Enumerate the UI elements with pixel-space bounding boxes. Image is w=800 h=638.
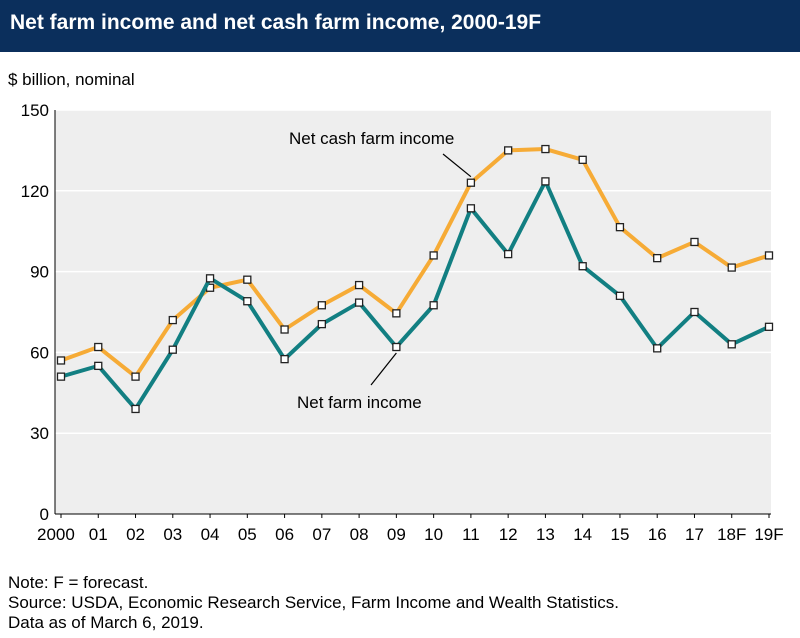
x-tick-label: 17 [685, 525, 704, 544]
data-point-net-cash-farm-income [542, 146, 549, 153]
data-point-net-farm-income [58, 373, 65, 380]
y-tick-label: 150 [21, 101, 49, 120]
data-point-net-farm-income [691, 309, 698, 316]
data-point-net-farm-income [467, 205, 474, 212]
data-point-net-cash-farm-income [616, 224, 623, 231]
annotation-net-farm-income: Net farm income [297, 393, 422, 412]
data-point-net-cash-farm-income [654, 255, 661, 262]
data-point-net-cash-farm-income [132, 373, 139, 380]
x-tick-label: 05 [238, 525, 257, 544]
data-point-net-cash-farm-income [430, 252, 437, 259]
footnotes: Note: F = forecast. Source: USDA, Econom… [8, 573, 619, 633]
y-tick-label: 60 [30, 343, 49, 362]
y-tick-label: 30 [30, 424, 49, 443]
data-point-net-farm-income [766, 323, 773, 330]
data-point-net-cash-farm-income [356, 282, 363, 289]
data-point-net-farm-income [132, 405, 139, 412]
data-point-net-farm-income [430, 302, 437, 309]
footnote-note: Note: F = forecast. [8, 573, 619, 593]
data-point-net-farm-income [616, 292, 623, 299]
annotation-net-cash-farm-income: Net cash farm income [289, 129, 454, 148]
x-tick-label: 15 [610, 525, 629, 544]
x-tick-label: 16 [648, 525, 667, 544]
y-tick-label: 0 [40, 505, 49, 524]
data-point-net-cash-farm-income [766, 252, 773, 259]
x-tick-label: 04 [201, 525, 220, 544]
data-point-net-farm-income [207, 275, 214, 282]
data-point-net-farm-income [505, 251, 512, 258]
data-point-net-farm-income [654, 345, 661, 352]
y-tick-label: 90 [30, 263, 49, 282]
data-point-net-farm-income [728, 341, 735, 348]
x-tick-label: 19F [754, 525, 783, 544]
data-point-net-farm-income [281, 356, 288, 363]
data-point-net-cash-farm-income [467, 179, 474, 186]
data-point-net-cash-farm-income [58, 357, 65, 364]
data-point-net-farm-income [169, 346, 176, 353]
data-point-net-farm-income [542, 178, 549, 185]
data-point-net-farm-income [393, 344, 400, 351]
x-tick-label: 03 [163, 525, 182, 544]
data-point-net-cash-farm-income [728, 264, 735, 271]
data-point-net-cash-farm-income [393, 310, 400, 317]
data-point-net-cash-farm-income [95, 344, 102, 351]
footnote-data-date: Data as of March 6, 2019. [8, 613, 619, 633]
data-point-net-farm-income [579, 263, 586, 270]
x-tick-label: 12 [499, 525, 518, 544]
x-tick-label: 18F [717, 525, 746, 544]
x-tick-label: 08 [350, 525, 369, 544]
x-tick-label: 06 [275, 525, 294, 544]
x-tick-label: 02 [126, 525, 145, 544]
data-point-net-farm-income [95, 362, 102, 369]
footnote-source: Source: USDA, Economic Research Service,… [8, 593, 619, 613]
y-tick-label: 120 [21, 182, 49, 201]
x-tick-label: 13 [536, 525, 555, 544]
data-point-net-cash-farm-income [579, 156, 586, 163]
plot-area [55, 110, 771, 514]
x-tick-label: 11 [462, 525, 480, 544]
data-point-net-farm-income [318, 321, 325, 328]
line-chart: 0 30 60 90 120 150 2000 01 02 03 04 05 06 07 08 09 10 11 1… [0, 0, 800, 570]
x-tick-label: 01 [89, 525, 108, 544]
x-tick-label: 07 [312, 525, 331, 544]
x-tick-label: 2000 [37, 525, 75, 544]
data-point-net-cash-farm-income [244, 276, 251, 283]
data-point-net-cash-farm-income [505, 147, 512, 154]
data-point-net-cash-farm-income [281, 326, 288, 333]
data-point-net-farm-income [244, 298, 251, 305]
data-point-net-farm-income [356, 299, 363, 306]
data-point-net-cash-farm-income [318, 302, 325, 309]
x-tick-label: 09 [387, 525, 406, 544]
data-point-net-cash-farm-income [691, 238, 698, 245]
data-point-net-cash-farm-income [169, 317, 176, 324]
x-tick-label: 10 [424, 525, 443, 544]
x-tick-label: 14 [573, 525, 592, 544]
